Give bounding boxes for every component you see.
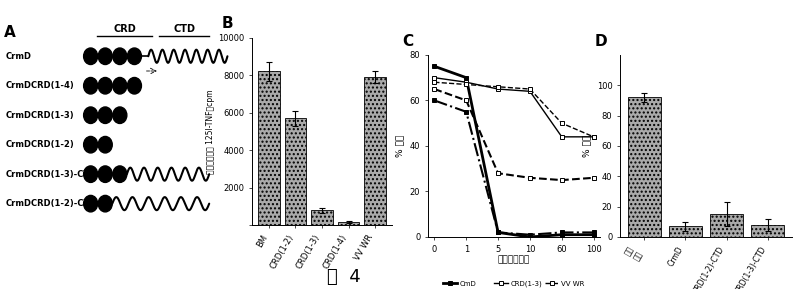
Ellipse shape	[98, 166, 112, 182]
Text: CRD: CRD	[114, 24, 136, 34]
Legend: CmD, CRD(1-2), CRD(1-3), CRD(1-4), VV WR: CmD, CRD(1-2), CRD(1-3), CRD(1-4), VV WR	[443, 281, 585, 289]
Text: CrmDCRD(1-2): CrmDCRD(1-2)	[5, 140, 74, 149]
Ellipse shape	[98, 77, 112, 94]
Text: CTD: CTD	[173, 24, 195, 34]
Ellipse shape	[98, 107, 112, 123]
Text: CrmD: CrmD	[5, 52, 31, 61]
Bar	[669, 226, 702, 237]
Bar	[338, 222, 359, 225]
Bar	[258, 71, 279, 225]
Ellipse shape	[84, 195, 98, 212]
Text: CrmDCRD(1-2)-CTD: CrmDCRD(1-2)-CTD	[5, 199, 97, 208]
Ellipse shape	[113, 166, 127, 182]
Ellipse shape	[84, 166, 98, 182]
Text: C: C	[402, 34, 414, 49]
Y-axis label: % 毒性: % 毒性	[582, 135, 591, 157]
Ellipse shape	[113, 77, 127, 94]
Ellipse shape	[98, 48, 112, 64]
Ellipse shape	[84, 48, 98, 64]
Y-axis label: % 毒性: % 毒性	[395, 135, 404, 157]
Text: CrmDCRD(1-3): CrmDCRD(1-3)	[5, 111, 74, 120]
Bar	[311, 210, 333, 225]
Bar	[710, 214, 743, 237]
Bar	[628, 97, 661, 237]
Text: B: B	[221, 16, 233, 31]
Ellipse shape	[84, 107, 98, 123]
Ellipse shape	[127, 77, 142, 94]
Ellipse shape	[113, 107, 127, 123]
Ellipse shape	[84, 136, 98, 153]
Text: 图  4: 图 4	[327, 268, 361, 286]
Bar	[365, 77, 386, 225]
Ellipse shape	[84, 77, 98, 94]
Text: CrmDCRD(1-3)-CTD: CrmDCRD(1-3)-CTD	[5, 170, 96, 179]
Ellipse shape	[127, 48, 142, 64]
Text: D: D	[594, 34, 607, 49]
X-axis label: 上清液的剂量: 上清液的剂量	[498, 255, 530, 264]
Ellipse shape	[98, 195, 112, 212]
Y-axis label: 结合于细胞的 125I-TNF，cpm: 结合于细胞的 125I-TNF，cpm	[206, 89, 215, 174]
Bar	[285, 118, 306, 225]
Text: A: A	[4, 25, 16, 40]
Ellipse shape	[113, 48, 127, 64]
Ellipse shape	[98, 136, 112, 153]
Bar	[751, 225, 784, 237]
Text: CrmDCRD(1-4): CrmDCRD(1-4)	[5, 81, 74, 90]
